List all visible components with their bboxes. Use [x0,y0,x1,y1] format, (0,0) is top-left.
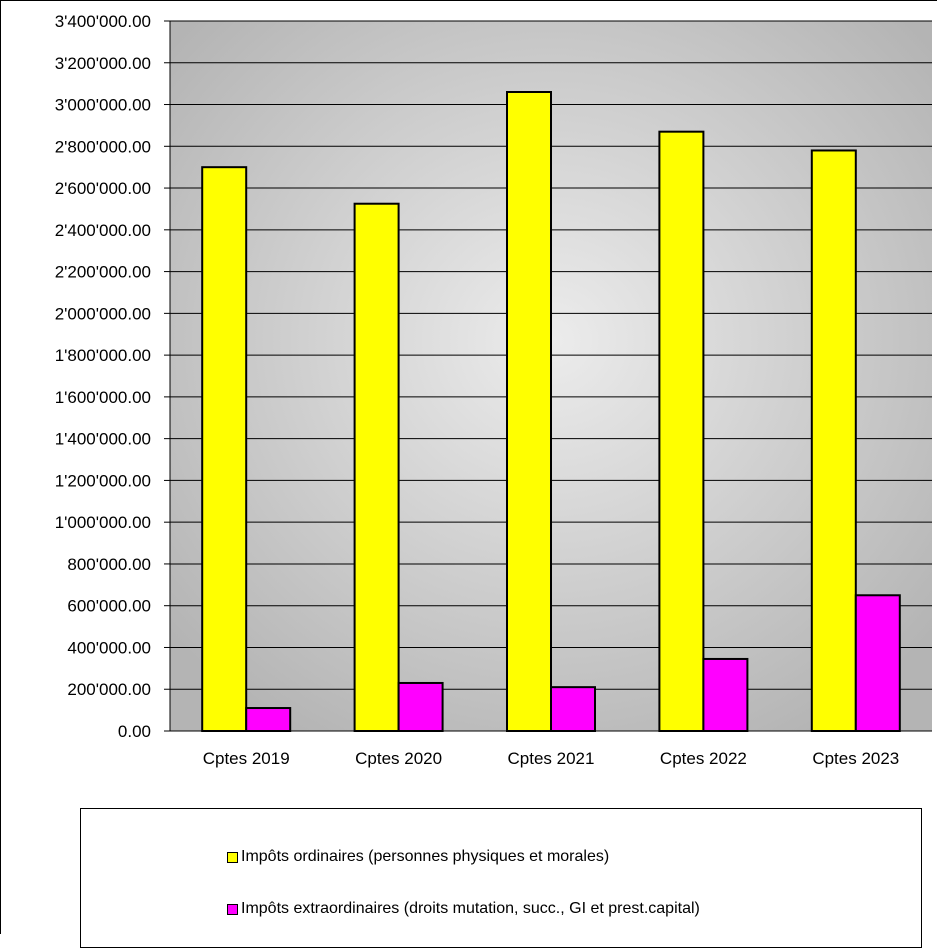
x-tick-labels: Cptes 2019 Cptes 2020 Cptes 2021 Cptes 2022… [203,749,900,768]
y-tick-label: 600'000.00 [67,597,151,616]
legend-swatch-yellow [227,852,238,863]
legend-label-series-2: Impôts extraordinaires (droits mutation,… [241,900,700,918]
y-tick-label: 3'200'000.00 [55,54,151,73]
x-tick-label: Cptes 2021 [508,749,595,768]
y-tick-label: 3'000'000.00 [55,96,151,115]
y-tick-label: 2'400'000.00 [55,221,151,240]
y-tick-label: 2'600'000.00 [55,179,151,198]
y-tick-label: 1'000'000.00 [55,513,151,532]
bar [659,132,703,731]
y-tick-label: 2'800'000.00 [55,137,151,156]
bar [202,167,246,731]
y-tick-label: 3'400'000.00 [55,12,151,31]
y-tick-label: 1'400'000.00 [55,430,151,449]
bar [812,150,856,731]
legend: Impôts ordinaires (personnes physiques e… [80,808,922,948]
x-tick-label: Cptes 2022 [660,749,747,768]
bar [507,92,551,731]
legend-swatch-magenta [227,904,238,915]
y-tick-label: 2'000'000.00 [55,304,151,323]
x-tick-label: Cptes 2020 [355,749,442,768]
y-tick-label: 1'600'000.00 [55,388,151,407]
x-tick-label: Cptes 2023 [812,749,899,768]
bar [703,659,747,731]
y-tick-label: 1'800'000.00 [55,346,151,365]
y-tick-label: 200'000.00 [67,680,151,699]
legend-item-series-1: Impôts ordinaires (personnes physiques e… [227,848,609,866]
bar [246,708,290,731]
y-tick-label: 400'000.00 [67,638,151,657]
y-tick-label: 1'200'000.00 [55,471,151,490]
bar [399,683,443,731]
bar [551,687,595,731]
y-tick-label: 0.00 [118,722,151,741]
y-tick-label: 2'200'000.00 [55,263,151,282]
bar [856,595,900,731]
legend-item-series-2: Impôts extraordinaires (droits mutation,… [227,900,700,918]
legend-label-series-1: Impôts ordinaires (personnes physiques e… [241,848,609,866]
y-tick-labels: 0.00 200'000.00 400'000.00 600'000.00 800'00… [55,12,151,741]
y-tick-label: 800'000.00 [67,555,151,574]
x-tick-label: Cptes 2019 [203,749,290,768]
bar [355,204,399,731]
